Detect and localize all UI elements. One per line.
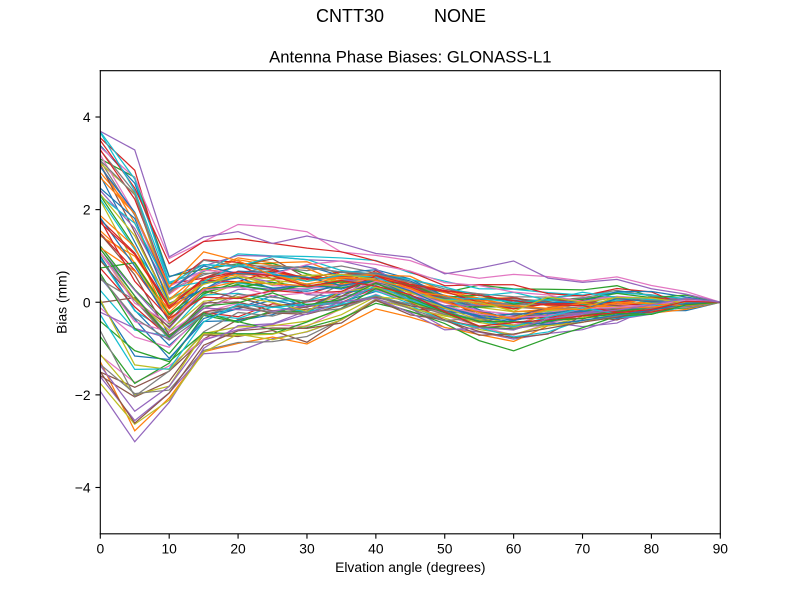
svg-text:40: 40 — [368, 541, 384, 557]
svg-text:30: 30 — [299, 541, 315, 557]
svg-text:Elvation angle (degrees): Elvation angle (degrees) — [335, 559, 485, 575]
svg-text:80: 80 — [644, 541, 660, 557]
svg-text:−4: −4 — [75, 480, 91, 496]
svg-text:0: 0 — [83, 294, 91, 310]
svg-text:−2: −2 — [75, 387, 91, 403]
svg-text:10: 10 — [161, 541, 177, 557]
svg-text:50: 50 — [437, 541, 453, 557]
svg-text:2: 2 — [83, 202, 91, 218]
svg-text:Antenna Phase Biases: GLONASS-: Antenna Phase Biases: GLONASS-L1 — [269, 47, 551, 66]
svg-text:0: 0 — [96, 541, 104, 557]
svg-text:90: 90 — [713, 541, 729, 557]
svg-text:60: 60 — [506, 541, 522, 557]
svg-text:4: 4 — [83, 109, 91, 125]
svg-text:70: 70 — [575, 541, 591, 557]
svg-text:20: 20 — [230, 541, 246, 557]
svg-text:Bias (mm): Bias (mm) — [53, 271, 69, 334]
